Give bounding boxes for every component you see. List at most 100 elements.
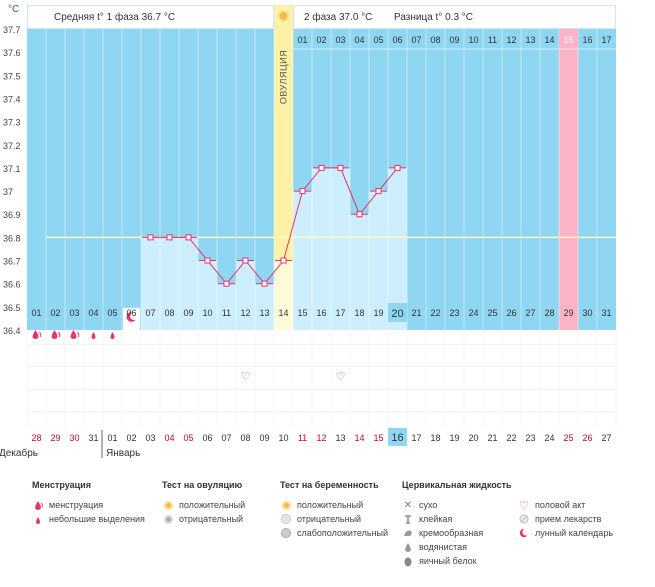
grid-rows — [26, 321, 617, 427]
temperature-bar — [179, 237, 198, 330]
temperature-point — [261, 280, 268, 287]
menstruation-icon — [32, 500, 44, 511]
legend-label: отрицательный — [297, 514, 362, 524]
legend-item: положительный — [162, 498, 245, 512]
legend-label: менструация — [49, 500, 104, 510]
legend-item: положительный — [280, 498, 388, 512]
y-unit-label: °C — [8, 4, 19, 15]
highlight-column — [559, 29, 578, 330]
legend-title: Тест на беременность — [280, 480, 379, 490]
legend-title: Цервикальная жидкость — [402, 480, 512, 490]
day-label: 05 — [107, 308, 117, 318]
grid-columns — [45, 29, 598, 330]
legend-item: небольшие выделения — [32, 512, 145, 526]
watery-icon — [402, 542, 414, 553]
legend-label: отрицательный — [179, 514, 244, 524]
legend-ovulation-test: Тест на овуляцию положительный отрицател… — [162, 480, 245, 526]
temperature-bars — [123, 167, 407, 330]
legend-label: прием лекарств — [535, 514, 602, 524]
y-tick-label: 36.5 — [3, 303, 21, 313]
calendar-date: 30 — [69, 433, 79, 443]
menstruation-icon-tail — [58, 331, 61, 338]
event-icons: ♡ ♡ — [32, 330, 346, 383]
heart-icon: ♡ — [336, 371, 346, 383]
legend-item: слабоположительный — [280, 526, 388, 540]
temperature-bar — [160, 237, 179, 330]
highlight-band — [559, 29, 578, 330]
temperature-bar — [255, 283, 274, 330]
calendar-date: 04 — [164, 433, 174, 443]
calendar-date: 21 — [487, 433, 497, 443]
egg-white-icon — [402, 556, 414, 567]
day-label: 25 — [487, 308, 497, 318]
day-label: 07 — [145, 308, 155, 318]
y-tick-label: 37.7 — [3, 25, 21, 35]
legend-other: ♡ половой акт прием лекарств лунный кале… — [518, 480, 613, 540]
calendar-date: 24 — [544, 433, 554, 443]
day-label: 20 — [391, 308, 403, 320]
legend-item: яичный белок — [402, 554, 512, 568]
day-label: 24 — [468, 308, 478, 318]
calendar-date: 29 — [50, 433, 60, 443]
temperature-point — [147, 234, 154, 241]
day-label: 27 — [525, 308, 535, 318]
phase2-highlight-cell — [559, 29, 578, 49]
day-label: 14 — [278, 308, 288, 318]
legend-label: половой акт — [535, 500, 586, 510]
dry-icon: ✕ — [403, 499, 413, 511]
day-label: 29 — [563, 308, 573, 318]
summary-header: Средняя t° 1 фаза 36.7 °C 2 фаза 37.0 °C Р… — [27, 5, 616, 50]
day-label: 13 — [259, 308, 269, 318]
day-labels: 01 02 03 04 05 06 07 08 09 10 11 12 13 14 15 16 17 18 19 20… — [31, 303, 612, 322]
day-label: 06 — [126, 308, 136, 318]
menstruation-icon — [70, 330, 77, 339]
calendar-date: 03 — [145, 433, 155, 443]
light-discharge-icon — [110, 332, 115, 339]
phase2-day-label: 15 — [563, 35, 573, 45]
ovulation-label: ОВУЛЯЦИЯ — [279, 50, 289, 104]
y-tick-label: 37.2 — [3, 141, 21, 151]
phase2-box — [293, 5, 616, 29]
day-label: 04 — [88, 308, 98, 318]
phase2-day-label: 07 — [411, 35, 421, 45]
menstruation-icon — [32, 330, 39, 339]
legend-item: лунный календарь — [518, 526, 613, 540]
temperature-point — [185, 234, 192, 241]
temperature-bar — [293, 191, 312, 330]
y-tick-label: 36.7 — [3, 257, 21, 267]
y-tick-label: 36.6 — [3, 280, 21, 290]
calendar-date: 12 — [316, 433, 326, 443]
y-tick-label: 36.9 — [3, 210, 21, 220]
phase2-day-label: 11 — [488, 35, 497, 45]
calendar-date: 22 — [506, 433, 516, 443]
temperature-point — [242, 257, 249, 264]
temperature-point — [166, 234, 173, 241]
y-tick-label: 37.1 — [3, 164, 21, 174]
calendar-date: 31 — [88, 433, 98, 443]
day-label: 17 — [335, 308, 345, 318]
light-discharge-icon — [91, 332, 96, 339]
calendar-date: 27 — [601, 433, 611, 443]
calendar-date: 17 — [411, 433, 421, 443]
legend-label: кремообразная — [419, 528, 484, 538]
legend-item: прием лекарств — [518, 512, 613, 526]
temperature-bar — [236, 260, 255, 330]
phase1-box — [27, 5, 274, 29]
temperature-bar — [388, 167, 407, 330]
day-label: 19 — [373, 308, 383, 318]
calendar-date: 15 — [373, 433, 383, 443]
legend-item: отрицательный — [162, 512, 245, 526]
y-tick-label: 37.3 — [3, 118, 21, 128]
day-label: 08 — [164, 308, 174, 318]
day-label: 21 — [411, 308, 421, 318]
legend-pregnancy-test: Тест на беременность положительный отриц… — [280, 480, 388, 540]
legend-title: Менструация — [32, 480, 91, 490]
calendar-date: 23 — [525, 433, 535, 443]
phase2-day-label: 17 — [601, 35, 611, 45]
y-tick-label: 36.8 — [3, 233, 21, 243]
menstruation-icon-tail — [77, 331, 80, 338]
phase2-day-label: 04 — [354, 35, 364, 45]
calendar-date: 01 — [107, 433, 117, 443]
calendar-row: 28 29 30 31 01 02 03 04 05 06 07 08 09 10 11 12 13 14 15 16… — [0, 428, 612, 459]
phase2-day-label: 09 — [449, 35, 459, 45]
